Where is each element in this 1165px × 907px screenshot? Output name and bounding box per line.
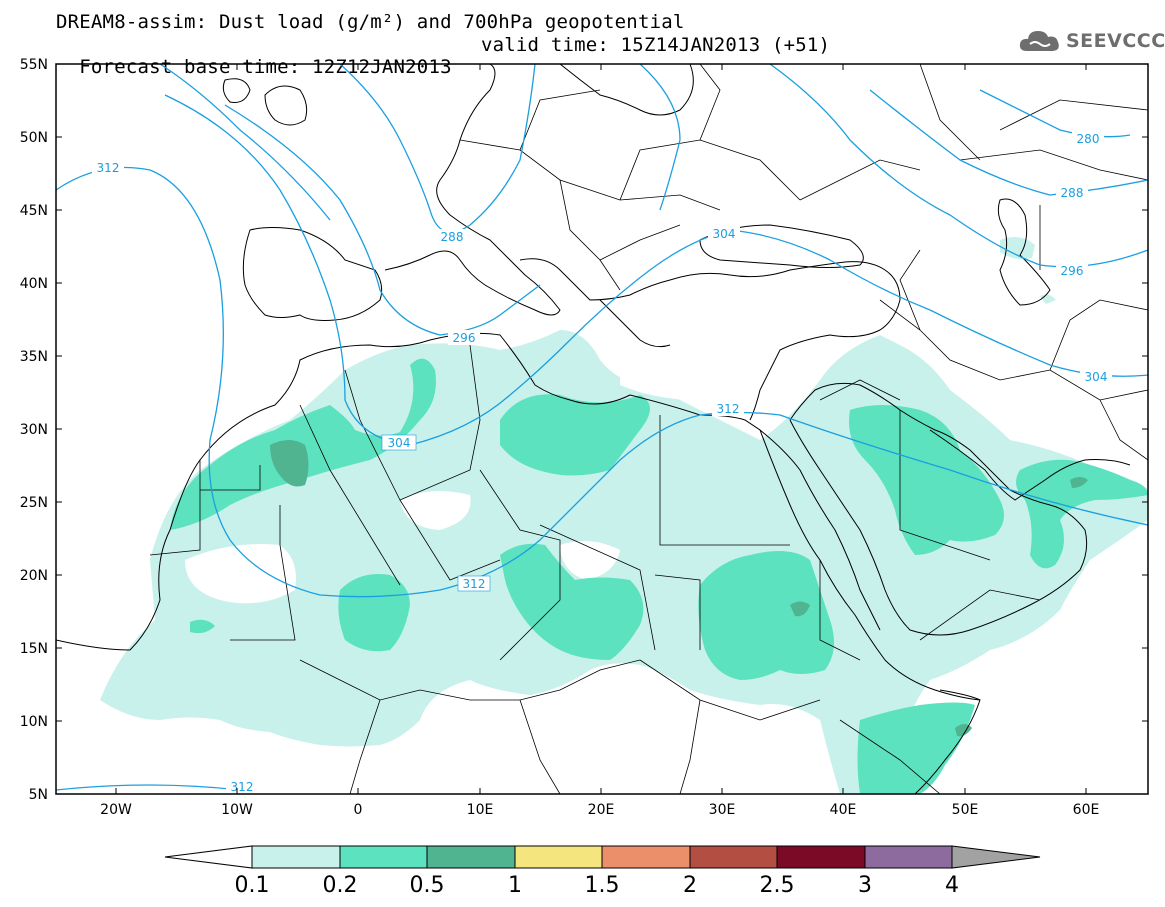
lat-label: 45N [20, 203, 48, 219]
lat-axis: 55N 50N 45N 40N 35N 30N 25N 20N 15N 10N … [20, 57, 1148, 803]
chart-title: DREAM8-assim: Dust load (g/m²) and 700hP… [56, 11, 685, 33]
contour-label: 296 [453, 331, 476, 345]
contour-label: 296 [1061, 264, 1084, 278]
contour-label: 288 [441, 230, 464, 244]
colorbar-label: 1 [508, 873, 522, 898]
lon-label: 30E [709, 802, 736, 818]
lon-label: 40E [830, 802, 857, 818]
colorbar-label: 2 [683, 873, 697, 898]
lon-label: 10E [467, 802, 494, 818]
forecast-base-time: Forecast base time: 12Z12JAN2013 [79, 56, 452, 78]
colorbar-label: 0.2 [323, 873, 358, 898]
colorbar-bin [339, 845, 428, 869]
contour-label: 312 [463, 577, 486, 591]
lat-label: 30N [20, 422, 48, 438]
colorbar-label: 1.5 [585, 873, 620, 898]
lat-label: 20N [20, 568, 48, 584]
lat-label: 55N [20, 57, 48, 73]
colorbar-label: 4 [945, 873, 959, 898]
lon-label: 20W [100, 802, 132, 818]
dust-shading [100, 236, 1148, 794]
lon-label: 50E [952, 802, 979, 818]
colorbar-labels: 0.1 0.2 0.5 1 1.5 2 2.5 3 4 [235, 873, 960, 898]
contour-label: 288 [1061, 186, 1084, 200]
colorbar-bin [776, 845, 866, 869]
colorbar-bin [514, 845, 603, 869]
colorbar-high-arrow [951, 845, 1041, 869]
chart-subtitle: Forecast base time: 12Z12JAN2013 valid t… [56, 34, 830, 100]
colorbar [164, 845, 1041, 869]
cloud-logo-icon [1019, 31, 1059, 51]
colorbar-bin [601, 845, 691, 869]
lon-label: 20E [588, 802, 615, 818]
colorbar-label: 0.1 [235, 873, 270, 898]
coastlines-borders [56, 64, 1148, 794]
colorbar-bin [426, 845, 516, 869]
colorbar-label: 3 [858, 873, 872, 898]
contour-label: 312 [717, 402, 740, 416]
colorbar-bin [251, 845, 341, 869]
colorbar-low-arrow [164, 845, 253, 869]
colorbar-bin [864, 845, 953, 869]
valid-time: valid time: 15Z14JAN2013 (+51) [481, 34, 831, 56]
lat-label: 5N [29, 787, 48, 803]
contour-label: 312 [97, 161, 120, 175]
lat-label: 25N [20, 495, 48, 511]
lon-axis: 20W 10W 0 10E 20E 30E 40E 50E 60E [100, 64, 1099, 818]
contour-labels: 312 288 296 304 312 280 288 296 304 304 … [92, 131, 1112, 794]
lon-label: 0 [354, 802, 363, 818]
contour-label: 304 [388, 436, 411, 450]
geopotential-contours [56, 64, 1148, 791]
colorbar-bin [689, 845, 778, 869]
lon-label: 10W [221, 802, 253, 818]
lat-label: 15N [20, 641, 48, 657]
lat-label: 50N [20, 130, 48, 146]
lat-label: 10N [20, 714, 48, 730]
contour-label: 280 [1077, 132, 1100, 146]
seevccc-logo: SEEVCCC [1018, 26, 1165, 56]
contour-label: 304 [1085, 370, 1108, 384]
colorbar-label: 2.5 [760, 873, 795, 898]
logo-text: SEEVCCC [1066, 30, 1165, 52]
contour-label: 304 [713, 227, 736, 241]
lon-label: 60E [1073, 802, 1100, 818]
contour-label: 312 [231, 780, 254, 794]
lat-label: 35N [20, 349, 48, 365]
colorbar-label: 0.5 [410, 873, 445, 898]
lat-label: 40N [20, 276, 48, 292]
